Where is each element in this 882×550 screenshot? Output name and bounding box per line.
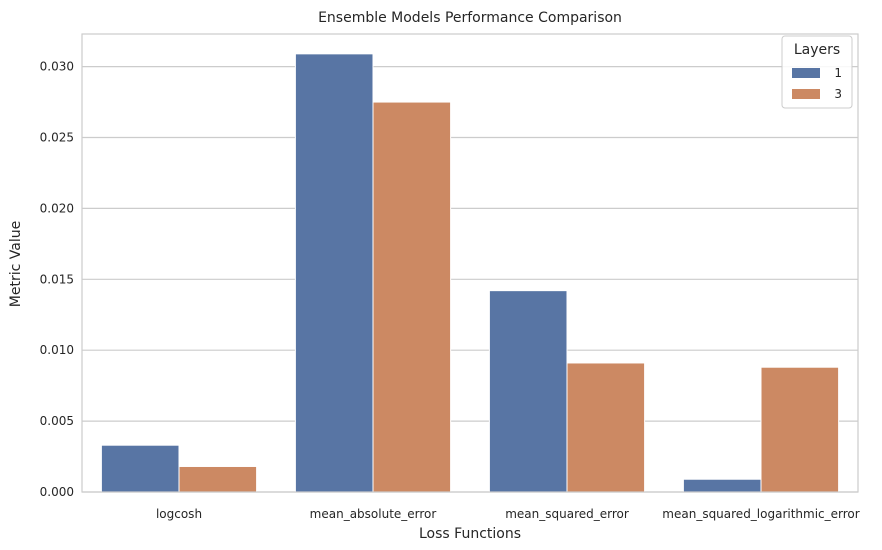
x-tick-label: mean_absolute_error <box>310 507 437 521</box>
x-tick-label: logcosh <box>156 507 202 521</box>
bar-mean-absolute-error-layers-1 <box>294 53 374 493</box>
y-axis-ticks: 0.000 0.005 0.010 0.015 0.020 0.025 0.030 <box>40 60 74 499</box>
y-tick-label: 0.020 <box>40 201 74 215</box>
legend-swatch <box>792 68 820 78</box>
y-tick-label: 0.005 <box>40 414 74 428</box>
y-tick-label: 0.000 <box>40 485 74 499</box>
legend-title: Layers <box>794 42 840 58</box>
bar-mean-absolute-error-layers-3 <box>372 101 452 493</box>
y-tick-label: 0.015 <box>40 272 74 286</box>
x-tick-label: mean_squared_logarithmic_error <box>662 507 859 521</box>
y-tick-label: 0.010 <box>40 343 74 357</box>
legend-swatch <box>792 89 820 99</box>
legend-entry-label: 3 <box>834 87 842 101</box>
y-axis-label: Metric Value <box>8 221 24 307</box>
x-axis-ticks: logcosh mean_absolute_error mean_squared_e… <box>156 507 860 521</box>
x-tick-label: mean_squared_error <box>505 507 629 521</box>
bar-mean-squared-logarithmic-error-layers-3 <box>760 366 840 493</box>
chart-title: Ensemble Models Performance Comparison <box>318 10 622 26</box>
bar-logcosh-layers-1 <box>100 444 180 493</box>
bars <box>100 53 840 493</box>
x-axis-label: Loss Functions <box>419 526 521 542</box>
bar-mean-squared-error-layers-3 <box>566 362 646 493</box>
bar-mean-squared-logarithmic-error-layers-1 <box>682 478 762 493</box>
plot-frame <box>81 33 859 493</box>
bar-logcosh-layers-3 <box>178 465 258 493</box>
grid <box>82 66 858 493</box>
legend: Layers 1 3 <box>781 35 853 109</box>
y-tick-label: 0.030 <box>40 60 74 74</box>
bar-mean-squared-error-layers-1 <box>488 290 568 493</box>
legend-entry-label: 1 <box>834 66 842 80</box>
y-tick-label: 0.025 <box>40 131 74 145</box>
